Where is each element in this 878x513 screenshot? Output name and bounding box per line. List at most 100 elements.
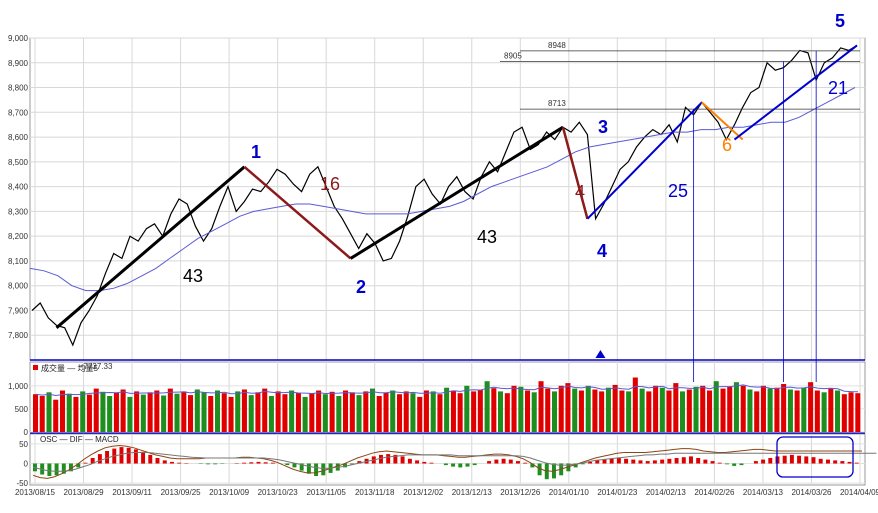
osc-bar bbox=[790, 455, 794, 464]
volume-bar bbox=[303, 397, 308, 432]
volume-bar bbox=[121, 390, 126, 433]
y-tick-label: 7,900 bbox=[8, 306, 29, 315]
volume-bar bbox=[437, 394, 442, 432]
volume-bar bbox=[424, 391, 429, 433]
volume-bar bbox=[195, 390, 200, 433]
x-tick-label: 2013/11/05 bbox=[306, 488, 346, 497]
volume-bar bbox=[175, 394, 180, 432]
osc-bar bbox=[819, 459, 823, 464]
osc-bar bbox=[812, 457, 816, 463]
y-tick-label: 8,600 bbox=[8, 133, 29, 142]
volume-bar bbox=[801, 388, 806, 432]
volume-bar bbox=[640, 389, 645, 432]
volume-bar bbox=[781, 384, 786, 432]
osc-bar bbox=[386, 454, 390, 463]
wave-label: 4 bbox=[575, 182, 585, 202]
volume-bar bbox=[404, 391, 409, 432]
osc-bar bbox=[639, 460, 643, 463]
macd-tick-label: 0 bbox=[24, 460, 29, 469]
volume-bar bbox=[249, 395, 254, 432]
volume-bar bbox=[586, 386, 591, 432]
volume-bar bbox=[727, 387, 732, 432]
volume-bar bbox=[94, 389, 99, 432]
volume-bar bbox=[633, 378, 638, 433]
osc-bar bbox=[314, 464, 318, 477]
volume-bar bbox=[532, 392, 537, 432]
wave-label: 43 bbox=[183, 266, 203, 286]
volume-bar bbox=[835, 391, 840, 433]
volume-bar bbox=[559, 386, 564, 432]
x-tick-label: 2014/01/10 bbox=[549, 488, 590, 497]
volume-bar bbox=[168, 389, 173, 432]
x-tick-label: 2014/02/13 bbox=[646, 488, 687, 497]
osc-bar bbox=[213, 464, 217, 465]
x-tick-label: 2013/09/25 bbox=[161, 488, 202, 497]
osc-bar bbox=[840, 461, 844, 463]
volume-bar bbox=[667, 391, 672, 433]
volume-bar bbox=[141, 395, 146, 432]
x-tick-label: 2014/03/13 bbox=[743, 488, 784, 497]
osc-bar bbox=[285, 464, 289, 466]
macd-legend: OSC — DIF — MACD bbox=[40, 435, 119, 444]
wave-label: 21 bbox=[828, 78, 848, 98]
osc-bar bbox=[603, 460, 607, 464]
osc-bar bbox=[141, 452, 145, 464]
osc-bar bbox=[415, 460, 419, 463]
y-tick-label: 8,300 bbox=[8, 207, 29, 216]
wave-label: 1 bbox=[251, 142, 261, 162]
wave-label: 2 bbox=[356, 277, 366, 297]
volume-bar bbox=[242, 390, 247, 433]
volume-bar bbox=[444, 388, 449, 432]
volume-bar bbox=[619, 391, 624, 433]
osc-bar bbox=[761, 460, 765, 464]
osc-bar bbox=[754, 461, 758, 463]
volume-bar bbox=[592, 390, 597, 433]
osc-bar bbox=[170, 462, 174, 464]
osc-bar bbox=[797, 456, 801, 464]
volume-bar bbox=[464, 386, 469, 432]
wave-label: 16 bbox=[320, 174, 340, 194]
volume-bar bbox=[478, 390, 483, 433]
volume-bar bbox=[680, 391, 685, 432]
volume-bar bbox=[377, 396, 382, 432]
y-tick-label: 8,900 bbox=[8, 59, 29, 68]
volume-bar bbox=[397, 394, 402, 432]
osc-bar bbox=[718, 463, 722, 464]
volume-bar bbox=[768, 389, 773, 432]
volume-bar bbox=[721, 389, 726, 432]
osc-bar bbox=[855, 463, 859, 464]
volume-bar bbox=[525, 391, 530, 433]
osc-bar bbox=[408, 459, 412, 464]
osc-bar bbox=[631, 460, 635, 464]
volume-bar bbox=[100, 392, 105, 432]
volume-bar bbox=[188, 395, 193, 432]
osc-bar bbox=[451, 464, 455, 467]
y-tick-label: 9,000 bbox=[8, 34, 29, 43]
osc-bar bbox=[502, 459, 506, 464]
volume-bar bbox=[808, 382, 813, 432]
volume-bar bbox=[700, 386, 705, 432]
volume-bar bbox=[545, 389, 550, 432]
volume-bar bbox=[552, 391, 557, 432]
osc-bar bbox=[696, 458, 700, 464]
x-tick-label: 2014/01/23 bbox=[597, 488, 638, 497]
volume-bar bbox=[795, 391, 800, 433]
osc-bar bbox=[494, 460, 498, 464]
osc-bar bbox=[617, 458, 621, 464]
osc-bar bbox=[473, 464, 477, 466]
volume-bar bbox=[849, 392, 854, 432]
volume-bar bbox=[229, 397, 234, 432]
volume-bar bbox=[842, 394, 847, 432]
volume-bar bbox=[33, 394, 38, 432]
volume-bar bbox=[579, 391, 584, 433]
volume-bar bbox=[269, 396, 274, 432]
volume-bar bbox=[53, 400, 58, 432]
volume-bar bbox=[114, 393, 119, 432]
wave-label: 4 bbox=[597, 241, 607, 261]
osc-bar bbox=[703, 460, 707, 464]
volume-bar bbox=[539, 381, 544, 432]
volume-bar bbox=[613, 385, 618, 432]
osc-bar bbox=[711, 461, 715, 463]
volume-bar bbox=[646, 391, 651, 432]
volume-bar bbox=[734, 382, 739, 432]
